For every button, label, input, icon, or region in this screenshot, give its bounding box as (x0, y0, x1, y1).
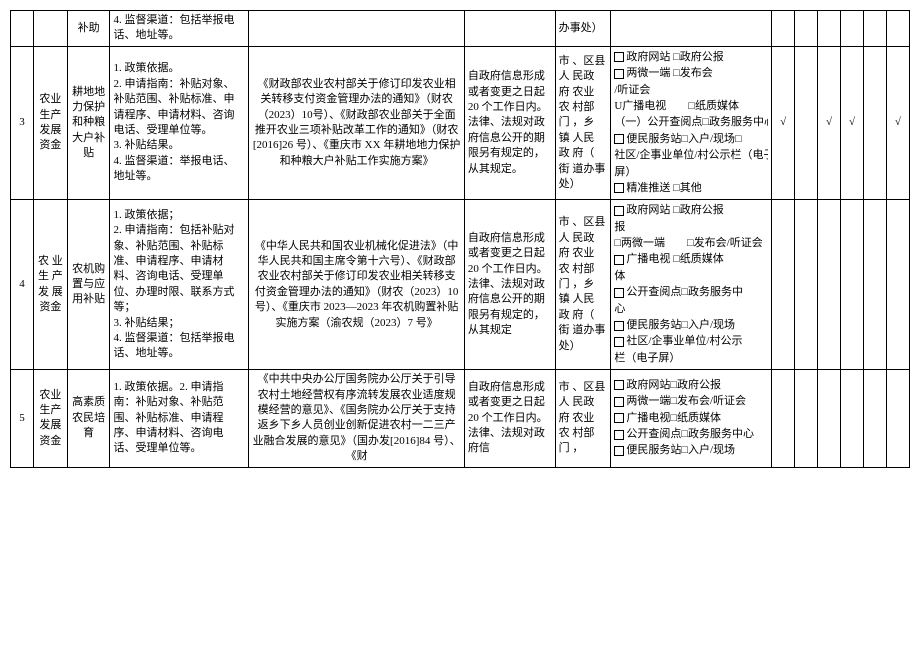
row-number: 3 (11, 46, 34, 200)
check-col-5 (886, 11, 909, 47)
row-number: 4 (11, 200, 34, 370)
check-col-1 (795, 370, 818, 467)
time-limit: 自政府信息形成或者变更之日起 20 个工作日内。法律、法规对政府信息公开的期限另… (464, 46, 555, 200)
check-col-3 (840, 370, 863, 467)
channels: 政府网站□政府公报两微一端□发布会/听证会广播电视□纸质媒体公开查阅点□政务服务… (611, 370, 772, 467)
check-col-3: √ (840, 46, 863, 200)
table-row: 3农业生产发展资金耕地地力保护和种粮大户补贴1. 政策依据。2. 申请指南：补贴… (11, 46, 910, 200)
time-limit (464, 11, 555, 47)
table-row: 5农业生产发展资金高素质农民培育1. 政策依据。2. 申请指南：补贴对象、补贴范… (11, 370, 910, 467)
legal-basis (249, 11, 464, 47)
legal-basis: 《财政部农业农村部关于修订印发农业相关转移支付资金管理办法的通知》（财农（202… (249, 46, 464, 200)
subcategory: 耕地地力保护和种粮大户补贴 (67, 46, 110, 200)
check-col-1 (795, 200, 818, 370)
check-col-4 (863, 370, 886, 467)
category (33, 11, 67, 47)
check-col-0 (772, 200, 795, 370)
check-col-4 (863, 200, 886, 370)
legal-basis: 《中共中央办公厅国务院办公厅关于引导农村土地经营权有序流转发展农业适度规模经营的… (249, 370, 464, 467)
channels (611, 11, 772, 47)
check-col-0 (772, 11, 795, 47)
row-number (11, 11, 34, 47)
requirements: 1. 政策依据。2. 申请指南：补贴对象、补贴范围、补贴标准、申请程序、申请材料… (110, 370, 249, 467)
check-col-3 (840, 200, 863, 370)
check-col-2 (818, 11, 841, 47)
check-col-1 (795, 11, 818, 47)
check-col-4 (863, 46, 886, 200)
check-col-5 (886, 200, 909, 370)
category: 农业生产发展资金 (33, 46, 67, 200)
org: 市 、区县 人 民政 府 农业 农 村部 门 ， (555, 370, 611, 467)
check-col-0 (772, 370, 795, 467)
row-number: 5 (11, 370, 34, 467)
org: 办事处） (555, 11, 611, 47)
check-col-2 (818, 370, 841, 467)
legal-basis: 《中华人民共和国农业机械化促进法》（中华人民共和国主席令第十六号）、《财政部农业… (249, 200, 464, 370)
requirements: 1. 政策依据。2. 申请指南：补贴对象、补贴范围、补贴标准、申请程序、申请材料… (110, 46, 249, 200)
time-limit: 自政府信息形成或者变更之日起 20 个工作日内。法律、法规对政府信息公开的期限另… (464, 200, 555, 370)
check-col-0: √ (772, 46, 795, 200)
category: 农业生产发展资金 (33, 370, 67, 467)
requirements: 4. 监督渠道：包括举报电话、地址等。 (110, 11, 249, 47)
check-col-1 (795, 46, 818, 200)
check-col-4 (863, 11, 886, 47)
subcategory: 补助 (67, 11, 110, 47)
subcategory: 高素质农民培育 (67, 370, 110, 467)
org: 市 、区县 人 民政 府 农业 农 村部 门 ，乡 镇 人民 政 府（ 街 道办… (555, 200, 611, 370)
category: 农 业生 产发 展资金 (33, 200, 67, 370)
channels: 政府网站 □政府公报报□两微一端 □发布会/听证会广播电视 □纸质媒体体公开查阅… (611, 200, 772, 370)
check-col-5: √ (886, 46, 909, 200)
check-col-2: √ (818, 46, 841, 200)
time-limit: 自政府信息形成或者变更之日起 20 个工作日内。法律、法规对政府信 (464, 370, 555, 467)
check-col-3 (840, 11, 863, 47)
table-row: 4农 业生 产发 展资金农机购置与应用补贴1. 政策依据；2. 申请指南：包括补… (11, 200, 910, 370)
check-col-5 (886, 370, 909, 467)
policy-table: 补助4. 监督渠道：包括举报电话、地址等。办事处）3农业生产发展资金耕地地力保护… (10, 10, 910, 468)
check-col-2 (818, 200, 841, 370)
subcategory: 农机购置与应用补贴 (67, 200, 110, 370)
org: 市 、区县 人 民政 府 农业 农 村部 门 ，乡 镇 人民 政 府（ 街 道办… (555, 46, 611, 200)
requirements: 1. 政策依据；2. 申请指南：包括补贴对象、补贴范围、补贴标准、申请程序、申请… (110, 200, 249, 370)
table-row: 补助4. 监督渠道：包括举报电话、地址等。 办事处） (11, 11, 910, 47)
channels: 政府网站 □政府公报两微一端 □发布会/听证会U广播电视 □纸质媒体（一）公开查… (611, 46, 772, 200)
